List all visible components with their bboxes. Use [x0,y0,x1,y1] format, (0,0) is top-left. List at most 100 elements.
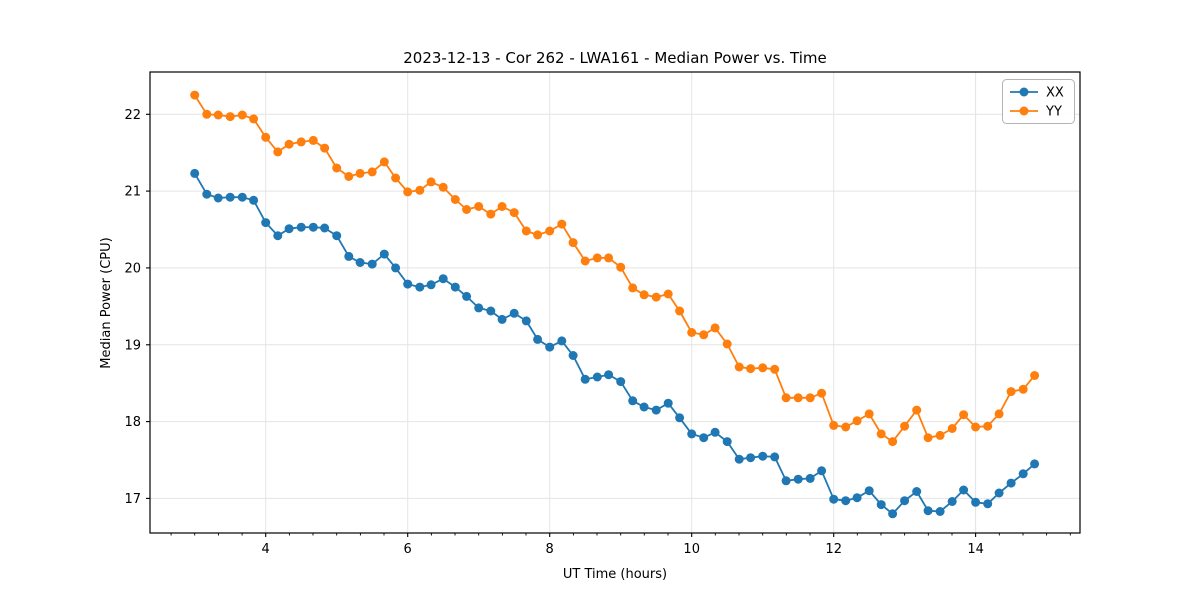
x-tick-label: 14 [967,542,984,557]
y-tick-label: 22 [124,108,141,123]
data-point-yy [391,173,401,183]
data-point-xx [746,453,756,463]
series-yy [190,90,1040,447]
data-point-xx [817,466,827,476]
data-point-xx [545,342,555,352]
data-point-xx [568,351,578,360]
data-point-xx [758,451,768,461]
data-point-yy [438,182,448,192]
data-point-xx [888,509,898,519]
data-point-yy [497,202,507,211]
data-point-xx [852,493,862,503]
data-point-xx [876,500,886,510]
gridlines [150,72,1080,533]
data-point-xx [675,413,685,423]
data-point-xx [486,306,496,316]
data-point-yy [639,290,649,300]
data-point-xx [912,487,922,496]
data-point-xx [1006,478,1016,488]
data-point-xx [509,308,519,318]
data-point-xx [213,193,223,203]
y-tick-label: 18 [124,415,141,430]
data-point-xx [462,291,472,301]
x-tick-label: 10 [683,542,700,557]
data-point-yy [758,363,768,373]
data-point-xx [497,314,507,324]
data-point-yy [474,202,484,211]
data-point-yy [971,422,981,432]
data-point-yy [450,195,460,204]
data-point-xx [722,437,732,447]
data-point-yy [1030,371,1040,380]
data-point-yy [710,323,720,333]
data-point-xx [296,222,306,232]
data-point-yy [841,422,851,432]
data-point-yy [888,437,898,447]
data-point-xx [533,334,543,344]
data-point-yy [651,292,661,302]
data-point-yy [592,253,602,263]
data-point-xx [923,506,933,516]
data-point-yy [900,421,910,431]
data-point-xx [699,433,709,443]
data-point-xx [864,486,874,496]
series-layer [190,90,1040,519]
data-point-yy [746,364,756,374]
data-point-yy [521,226,531,236]
data-point-yy [687,328,697,337]
data-point-yy [261,132,271,142]
data-point-yy [557,219,567,229]
data-point-yy [545,226,555,236]
data-point-yy [994,409,1004,419]
data-point-xx [959,485,969,495]
data-point-yy [332,163,342,173]
data-point-yy [722,339,732,349]
data-point-xx [1018,469,1028,479]
data-point-yy [628,283,638,293]
data-point-xx [308,222,318,232]
legend-marker-yy [1019,106,1029,116]
plot-border [149,71,1081,534]
x-tick-label: 4 [262,542,270,557]
data-point-xx [663,398,673,408]
data-point-yy [947,424,957,433]
data-point-xx [616,377,626,387]
data-point-xx [935,507,945,516]
data-point-yy [249,114,259,124]
y-tick-label: 20 [124,261,141,276]
tick-layer: 4 6 8 10 12 14 17 18 19 20 21 22 [124,108,1071,557]
data-point-xx [900,496,910,506]
data-point-yy [805,393,815,403]
x-axis-label: UT Time (hours) [563,567,667,582]
data-point-xx [734,454,744,464]
data-point-yy [237,110,247,120]
data-point-yy [355,168,365,178]
data-point-xx [651,405,661,415]
data-point-xx [391,263,401,273]
data-point-yy [190,90,200,100]
data-point-yy [225,112,235,122]
data-point-yy [403,187,413,197]
data-point-xx [983,499,993,509]
data-point-xx [474,303,484,313]
data-point-yy [817,388,827,398]
data-point-yy [462,205,472,214]
data-point-xx [438,274,448,284]
data-point-xx [628,396,638,406]
data-point-yy [852,416,862,426]
data-point-xx [344,251,354,261]
data-point-xx [994,488,1004,498]
y-axis-label: Median Power (CPU) [99,237,114,368]
data-point-yy [296,137,306,147]
data-point-xx [1030,459,1040,469]
data-point-yy [568,238,578,248]
data-point-xx [403,279,413,289]
legend-marker-xx [1019,87,1029,97]
legend-label-xx: XX [1046,86,1064,101]
data-point-xx [770,452,780,462]
data-point-yy [426,177,436,187]
data-point-yy [959,410,969,420]
data-point-xx [592,372,602,382]
data-point-yy [580,256,590,266]
